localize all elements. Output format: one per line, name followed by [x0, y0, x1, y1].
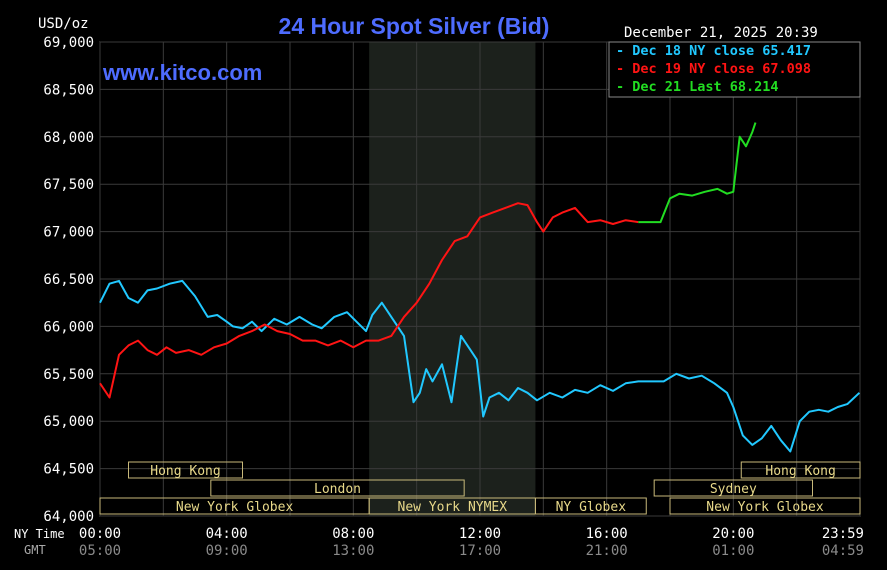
- series-line-dec-18: [99, 279, 861, 453]
- session-bar: [128, 461, 243, 479]
- y-tick-label: 68,000: [43, 130, 94, 146]
- session-bar: [653, 479, 814, 497]
- x-tick-label-ny: 23:59: [822, 526, 864, 542]
- x-row-label-gmt: GMT: [24, 543, 46, 557]
- x-row-label-ny: NY Time: [14, 527, 65, 541]
- x-tick-label-ny: 08:00: [332, 526, 374, 542]
- x-tick-label-gmt: 17:00: [459, 543, 501, 559]
- session-label: London: [314, 482, 361, 497]
- session-bar: [669, 497, 861, 515]
- x-tick-label-gmt: 05:00: [79, 543, 121, 559]
- series-line-dec-21: [638, 122, 757, 224]
- x-tick-label-ny: 12:00: [459, 526, 501, 542]
- y-tick-label: 64,500: [43, 462, 94, 478]
- legend-entry: - Dec 21 Last 68.214: [616, 79, 779, 95]
- timestamp: December 21, 2025 20:39: [624, 25, 818, 41]
- y-tick-label: 64,000: [43, 509, 94, 525]
- y-tick-label: 65,500: [43, 367, 94, 383]
- session-label: New York Globex: [706, 500, 824, 515]
- session-bar: [740, 461, 861, 479]
- session-label: New York NYMEX: [398, 500, 508, 515]
- session-label: Sydney: [710, 482, 757, 497]
- session-label: NY Globex: [556, 500, 627, 515]
- x-tick-label-gmt: 13:00: [332, 543, 374, 559]
- x-tick-label-ny: 16:00: [586, 526, 628, 542]
- legend-entry: - Dec 19 NY close 67.098: [616, 61, 811, 77]
- watermark: www.kitco.com: [102, 60, 262, 85]
- legend-box: [608, 41, 861, 98]
- legend: - Dec 18 NY close 65.417 - Dec 19 NY clos…: [608, 41, 861, 98]
- chart-title: 24 Hour Spot Silver (Bid): [279, 13, 550, 39]
- plot-area: 64,000 64,500 65,000 65,500 66,000 66,500 67,0…: [14, 35, 864, 559]
- y-tick-label: 66,500: [43, 272, 94, 288]
- y-tick-label: 69,000: [43, 35, 94, 51]
- session-label: Hong Kong: [765, 464, 835, 479]
- x-tick-label-gmt: 01:00: [712, 543, 754, 559]
- session-label: Hong Kong: [150, 464, 220, 479]
- x-tick-label-ny: 20:00: [712, 526, 754, 542]
- y-tick-label: 67,000: [43, 225, 94, 241]
- x-tick-label-gmt: 21:00: [586, 543, 628, 559]
- session-label: New York Globex: [176, 500, 294, 515]
- y-tick-label: 65,000: [43, 414, 94, 430]
- session-bar: [210, 479, 465, 497]
- series-line-dec-19: [99, 202, 639, 399]
- y-tick-label: 67,500: [43, 177, 94, 193]
- y-tick-label: 66,000: [43, 319, 94, 335]
- x-tick-label-gmt: 09:00: [206, 543, 248, 559]
- x-tick-label-ny: 04:00: [206, 526, 248, 542]
- units-label: USD/oz: [38, 16, 89, 32]
- legend-entry: - Dec 18 NY close 65.417: [616, 43, 811, 59]
- y-tick-label: 68,500: [43, 82, 94, 98]
- x-tick-label-gmt: 04:59: [822, 543, 864, 559]
- session-bar: [534, 497, 647, 515]
- x-tick-label-ny: 00:00: [79, 526, 121, 542]
